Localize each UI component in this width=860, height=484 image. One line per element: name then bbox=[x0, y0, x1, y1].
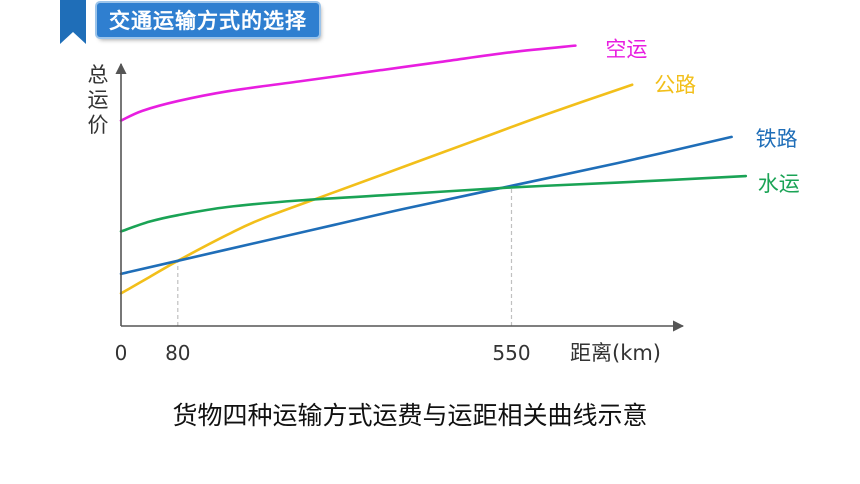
y-axis-label-char: 价 bbox=[88, 113, 109, 137]
series-label-1: 空运 bbox=[605, 38, 647, 62]
chart-caption: 货物四种运输方式运费与运距相关曲线示意 bbox=[172, 401, 648, 430]
series-line-3 bbox=[119, 135, 733, 276]
y-axis-label-char: 总 bbox=[88, 63, 109, 87]
series-line-4 bbox=[119, 174, 748, 233]
series-line-2 bbox=[119, 83, 634, 295]
section-title-banner: 交通运输方式的选择 bbox=[97, 3, 319, 37]
x-tick-label-2: 80 bbox=[165, 341, 190, 365]
series-label-2: 公路 bbox=[654, 73, 696, 97]
x-tick-label-3: 550 bbox=[492, 341, 530, 365]
bookmark-ribbon-icon bbox=[60, 0, 86, 44]
series-label-4: 水运 bbox=[758, 172, 800, 196]
series-line-1 bbox=[119, 44, 577, 122]
x-axis-label: 距离(km) bbox=[570, 341, 661, 365]
y-axis-label-char: 运 bbox=[88, 88, 109, 112]
section-title: 交通运输方式的选择 bbox=[109, 9, 307, 33]
x-tick-label-1: 0 bbox=[115, 341, 128, 365]
series-label-3: 铁路 bbox=[756, 127, 798, 151]
